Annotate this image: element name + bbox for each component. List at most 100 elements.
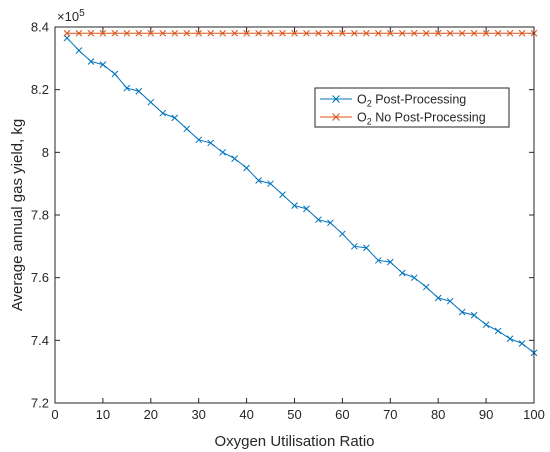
data-point-series-0 bbox=[195, 136, 203, 144]
data-point-series-1 bbox=[327, 29, 334, 37]
data-point-series-0 bbox=[87, 58, 95, 65]
series-layer bbox=[63, 29, 538, 357]
x-tick-label: 20 bbox=[144, 407, 158, 422]
data-point-series-1 bbox=[195, 29, 203, 37]
data-point-series-1 bbox=[255, 29, 262, 37]
data-point-series-1 bbox=[135, 29, 143, 37]
x-tick-label: 10 bbox=[96, 407, 110, 422]
data-point-series-0 bbox=[255, 177, 262, 184]
data-point-series-0 bbox=[422, 283, 430, 291]
x-tick-label: 50 bbox=[287, 407, 301, 422]
data-point-series-1 bbox=[434, 29, 442, 37]
data-point-series-0 bbox=[75, 47, 83, 54]
data-point-series-1 bbox=[315, 29, 322, 37]
data-point-series-1 bbox=[374, 29, 382, 37]
data-point-series-1 bbox=[231, 29, 238, 37]
data-point-series-0 bbox=[123, 84, 131, 92]
legend-entry-post-processing: O2 Post-Processing bbox=[320, 93, 466, 109]
data-point-series-0 bbox=[398, 269, 406, 277]
data-point-series-0 bbox=[231, 155, 238, 162]
data-point-series-0 bbox=[111, 70, 119, 78]
legend: O2 Post-Processing O2 No Post-Processing bbox=[314, 87, 510, 128]
data-point-series-1 bbox=[243, 29, 250, 37]
x-tick-label: 40 bbox=[239, 407, 253, 422]
x-tick-label: 60 bbox=[335, 407, 349, 422]
data-point-series-1 bbox=[506, 29, 514, 37]
data-point-series-1 bbox=[303, 29, 310, 37]
data-point-series-0 bbox=[458, 308, 466, 316]
legend-box bbox=[314, 87, 510, 128]
data-point-series-0 bbox=[434, 294, 442, 302]
plot-area bbox=[55, 27, 534, 403]
data-point-series-1 bbox=[183, 29, 191, 37]
data-point-series-0 bbox=[518, 340, 526, 347]
data-point-series-0 bbox=[171, 114, 179, 122]
data-point-series-0 bbox=[147, 98, 155, 106]
y-multiplier: ×105 bbox=[57, 8, 85, 24]
data-point-series-1 bbox=[147, 29, 155, 37]
data-point-series-0 bbox=[135, 87, 143, 95]
data-point-series-1 bbox=[458, 29, 466, 37]
data-point-series-0 bbox=[351, 242, 358, 250]
legend-marker-no-post-processing bbox=[332, 113, 340, 121]
x-axis-label: Oxygen Utilisation Ratio bbox=[214, 433, 374, 450]
data-point-series-1 bbox=[398, 29, 406, 37]
data-point-series-0 bbox=[506, 335, 514, 343]
ticks-layer: 0 10 20 30 40 50 60 70 80 90 100 7.2 7.4 7.6 7.8 8 8.2 8.… bbox=[31, 20, 545, 423]
data-point-series-0 bbox=[267, 180, 274, 188]
x-tick-label: 90 bbox=[479, 407, 493, 422]
y-axis-label: Average annual gas yield, kg bbox=[9, 119, 26, 311]
data-point-series-0 bbox=[99, 61, 107, 68]
legend-label-post-processing: O2 Post-Processing bbox=[357, 93, 466, 109]
data-point-series-0 bbox=[327, 219, 334, 227]
data-point-series-0 bbox=[386, 258, 394, 266]
data-point-series-0 bbox=[219, 148, 227, 156]
x-tick-label: 30 bbox=[191, 407, 205, 422]
series-line-0 bbox=[66, 37, 535, 354]
data-point-series-1 bbox=[87, 29, 95, 37]
data-point-series-0 bbox=[410, 274, 418, 282]
legend-marker-post-processing bbox=[332, 95, 340, 103]
data-point-series-1 bbox=[219, 29, 227, 37]
data-point-series-1 bbox=[75, 29, 83, 37]
data-point-series-1 bbox=[267, 29, 274, 37]
data-point-series-0 bbox=[315, 216, 322, 224]
data-point-series-0 bbox=[303, 205, 310, 213]
x-tick-label: 0 bbox=[51, 407, 58, 422]
data-point-series-1 bbox=[207, 29, 215, 37]
data-point-series-0 bbox=[207, 139, 215, 147]
data-point-series-1 bbox=[470, 29, 478, 37]
y-tick-label: 8.2 bbox=[31, 82, 49, 97]
legend-label-no-post-processing: O2 No Post-Processing bbox=[357, 111, 486, 127]
data-point-series-1 bbox=[111, 29, 119, 37]
data-point-series-1 bbox=[63, 29, 71, 37]
data-point-series-1 bbox=[351, 29, 358, 37]
data-point-series-0 bbox=[339, 230, 346, 238]
legend-entry-no-post-processing: O2 No Post-Processing bbox=[320, 111, 486, 127]
y-tick-label: 8.4 bbox=[31, 20, 49, 35]
data-point-series-0 bbox=[279, 191, 286, 198]
data-point-series-1 bbox=[446, 29, 454, 37]
x-tick-label: 80 bbox=[431, 407, 445, 422]
data-point-series-0 bbox=[470, 311, 478, 319]
data-point-series-1 bbox=[386, 29, 394, 37]
data-point-series-0 bbox=[446, 297, 454, 305]
data-point-series-1 bbox=[171, 29, 179, 37]
data-point-series-1 bbox=[339, 29, 346, 37]
y-tick-label: 7.8 bbox=[31, 208, 49, 223]
data-point-series-1 bbox=[99, 29, 107, 37]
data-point-series-0 bbox=[159, 109, 167, 117]
data-point-series-0 bbox=[362, 244, 370, 252]
data-point-series-1 bbox=[123, 29, 131, 37]
data-point-series-1 bbox=[518, 29, 526, 37]
data-point-series-0 bbox=[243, 164, 250, 172]
data-point-series-1 bbox=[362, 29, 370, 37]
data-point-series-0 bbox=[494, 327, 502, 335]
data-point-series-0 bbox=[183, 125, 191, 133]
data-point-series-1 bbox=[482, 29, 490, 37]
data-point-series-1 bbox=[422, 29, 430, 37]
x-tick-label: 70 bbox=[383, 407, 397, 422]
y-tick-label: 8 bbox=[42, 145, 49, 160]
data-point-series-1 bbox=[494, 29, 502, 37]
